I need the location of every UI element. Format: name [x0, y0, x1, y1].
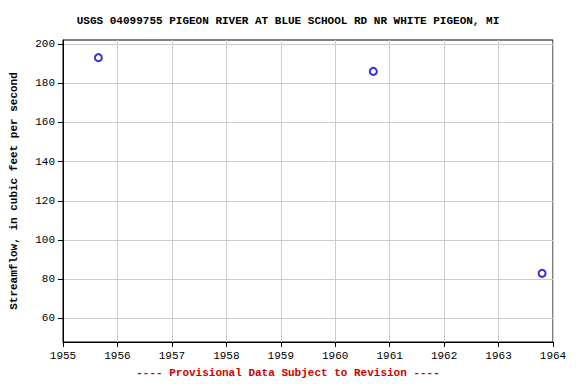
svg-text:1958: 1958 — [213, 350, 239, 362]
svg-text:1957: 1957 — [159, 350, 185, 362]
svg-text:1959: 1959 — [268, 350, 294, 362]
svg-text:60: 60 — [42, 312, 55, 324]
svg-text:1960: 1960 — [322, 350, 348, 362]
svg-text:120: 120 — [35, 195, 55, 207]
svg-text:Streamflow, in cubic feet per: Streamflow, in cubic feet per second — [8, 72, 20, 310]
svg-text:160: 160 — [35, 116, 55, 128]
svg-text:USGS 04099755 PIGEON RIVER AT: USGS 04099755 PIGEON RIVER AT BLUE SCHOO… — [77, 15, 499, 27]
svg-text:140: 140 — [35, 156, 55, 168]
svg-text:1955: 1955 — [50, 350, 76, 362]
svg-text:---- Provisional Data Subject: ---- Provisional Data Subject to Revisio… — [136, 367, 440, 379]
svg-text:1961: 1961 — [376, 350, 403, 362]
svg-text:1963: 1963 — [485, 350, 511, 362]
svg-text:80: 80 — [42, 273, 55, 285]
svg-text:1956: 1956 — [104, 350, 130, 362]
svg-text:180: 180 — [35, 77, 55, 89]
svg-text:200: 200 — [35, 38, 55, 50]
svg-text:1962: 1962 — [431, 350, 457, 362]
svg-text:100: 100 — [35, 234, 55, 246]
svg-text:1964: 1964 — [540, 350, 567, 362]
